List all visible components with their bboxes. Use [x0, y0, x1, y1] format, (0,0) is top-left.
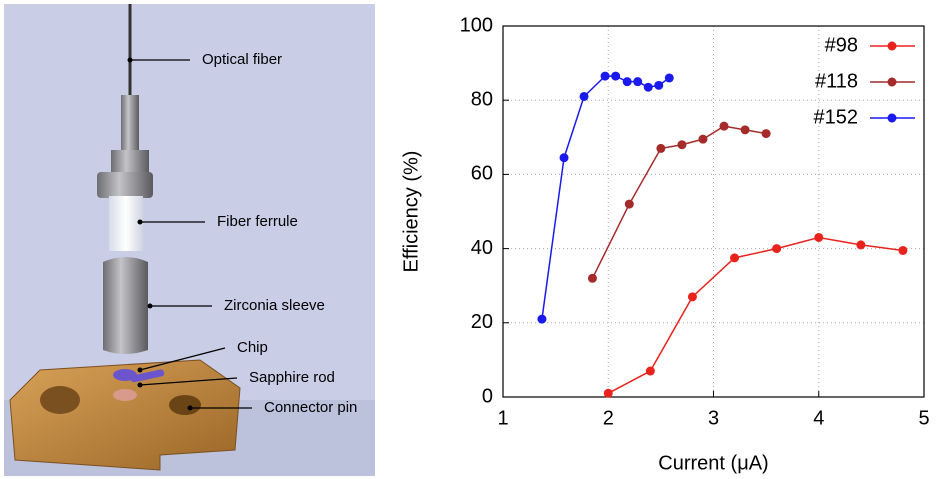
- legend-marker: [887, 77, 897, 87]
- illustration-label: Sapphire rod: [249, 369, 335, 386]
- data-point: [698, 134, 708, 144]
- illustration-label: Connector pin: [264, 399, 357, 416]
- series-line: [607, 236, 904, 394]
- series-line: [541, 75, 670, 320]
- series-line: [591, 125, 767, 279]
- chip-arm: [130, 369, 165, 383]
- data-point: [645, 366, 655, 376]
- data-point: [537, 314, 547, 324]
- data-point: [740, 125, 750, 135]
- leader-line: [139, 377, 238, 386]
- data-point: [898, 245, 908, 255]
- y-tick-label: 0: [482, 385, 493, 407]
- illustration-label: Optical fiber: [202, 51, 282, 68]
- data-point: [600, 71, 610, 81]
- legend-label: #118: [815, 70, 858, 92]
- sapphire-rod: [113, 389, 137, 401]
- data-point: [611, 71, 621, 81]
- y-tick-label: 40: [471, 237, 493, 259]
- data-point: [603, 388, 613, 398]
- legend-marker: [887, 41, 897, 51]
- data-point: [643, 82, 653, 92]
- data-point: [559, 153, 569, 163]
- data-point: [664, 73, 674, 83]
- data-point: [772, 244, 782, 254]
- illustration: [4, 4, 375, 476]
- x-tick-label: 1: [497, 407, 508, 429]
- fiber-jacket: [121, 95, 139, 155]
- legend-marker: [887, 113, 897, 123]
- y-tick-label: 100: [460, 14, 493, 36]
- ferrule-collar: [111, 150, 149, 175]
- ferrule-flange: [97, 172, 153, 198]
- data-point: [656, 143, 666, 153]
- legend-label: #152: [814, 106, 859, 128]
- sleeve: [103, 257, 148, 354]
- data-point: [687, 292, 697, 302]
- y-tick-label: 60: [471, 163, 493, 185]
- illustration-label: Zirconia sleeve: [224, 297, 325, 314]
- data-point: [654, 80, 664, 90]
- data-point: [719, 121, 729, 131]
- data-point: [622, 77, 632, 87]
- plot-frame: [502, 25, 925, 398]
- y-axis-title: Efficiency (%): [400, 151, 422, 273]
- data-point: [856, 240, 866, 250]
- data-point: [633, 77, 643, 87]
- data-point: [587, 273, 597, 283]
- y-tick-label: 80: [471, 88, 493, 110]
- data-point: [761, 129, 771, 139]
- x-axis-title: Current (μA): [658, 452, 768, 474]
- data-point: [624, 199, 634, 209]
- block-hole: [40, 386, 80, 414]
- data-point: [677, 140, 687, 150]
- connector-hole: [169, 395, 201, 415]
- illustration-label: Fiber ferrule: [217, 213, 298, 230]
- data-point: [814, 232, 824, 242]
- ferrule: [109, 196, 143, 251]
- x-tick-label: 2: [603, 407, 614, 429]
- y-tick-label: 20: [471, 311, 493, 333]
- leader-line: [139, 347, 226, 371]
- x-tick-label: 4: [813, 407, 824, 429]
- data-point: [730, 253, 740, 263]
- legend-label: #98: [825, 34, 858, 56]
- x-tick-label: 5: [918, 407, 929, 429]
- illustration-label: Chip: [237, 339, 268, 356]
- data-point: [579, 91, 589, 101]
- x-tick-label: 3: [708, 407, 719, 429]
